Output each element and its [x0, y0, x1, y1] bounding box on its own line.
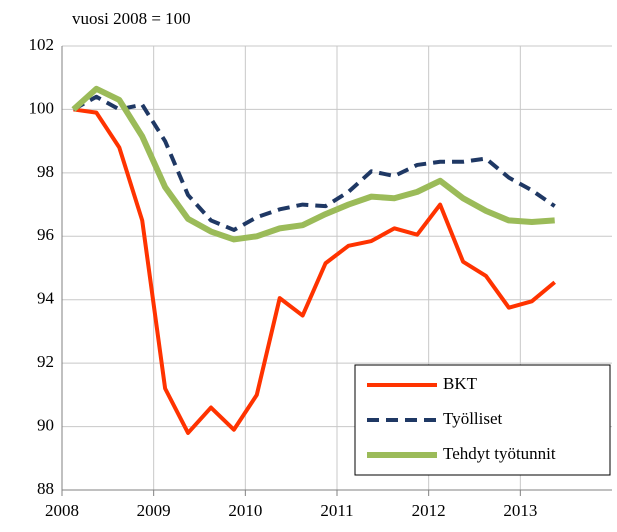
series-line	[72, 94, 556, 232]
x-tick-label: 2008	[45, 501, 79, 520]
x-tick-label: 2011	[320, 501, 353, 520]
legend-label: BKT	[443, 374, 478, 393]
y-tick-label: 94	[37, 289, 55, 308]
y-tick-label: 102	[29, 35, 55, 54]
legend-label: Tehdyt työtunnit	[443, 444, 556, 463]
series-line	[71, 85, 555, 243]
subtitle: vuosi 2008 = 100	[72, 9, 191, 28]
series-line	[73, 107, 556, 435]
y-tick-label: 96	[37, 225, 54, 244]
x-tick-label: 2010	[228, 501, 262, 520]
y-tick-label: 88	[37, 479, 54, 498]
x-tick-label: 2012	[412, 501, 446, 520]
y-tick-label: 100	[29, 98, 55, 117]
y-tick-label: 90	[37, 415, 54, 434]
x-tick-label: 2013	[503, 501, 537, 520]
y-tick-label: 98	[37, 162, 54, 181]
y-tick-label: 92	[37, 352, 54, 371]
x-tick-label: 2009	[137, 501, 171, 520]
legend-label: Työlliset	[443, 409, 503, 428]
